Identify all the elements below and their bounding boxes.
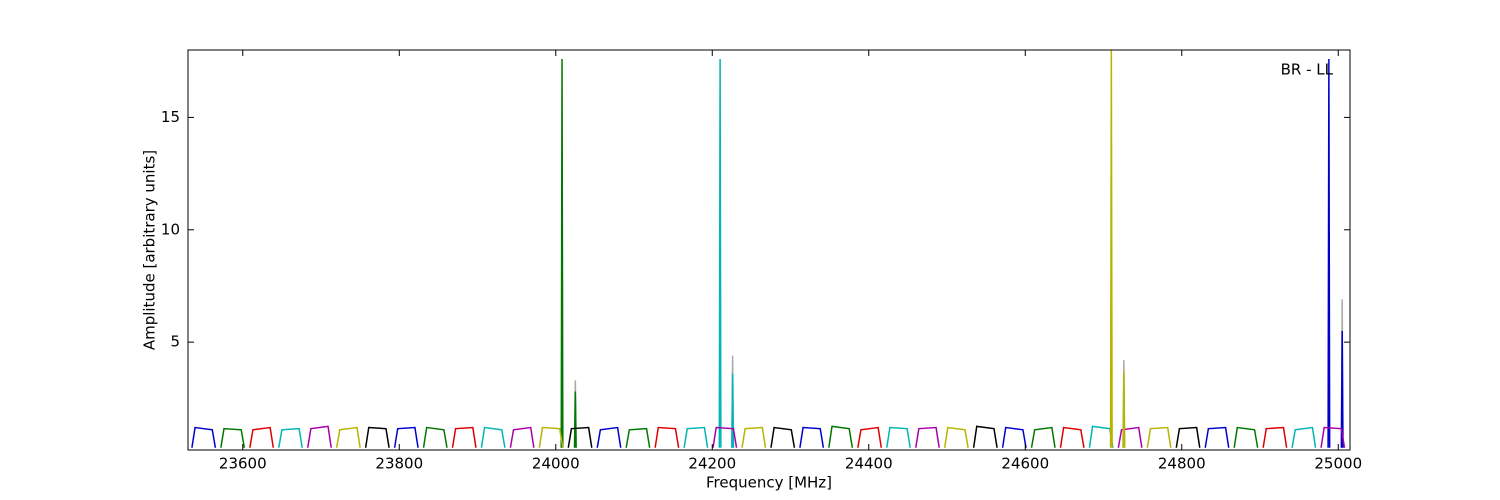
x-tick-label: 24600 bbox=[1001, 455, 1049, 473]
x-tick-label: 23800 bbox=[375, 455, 423, 473]
y-tick-label: 15 bbox=[161, 108, 180, 126]
y-tick-label: 10 bbox=[161, 220, 180, 238]
spectrum-line bbox=[278, 58, 1317, 448]
annotation: BR - LL bbox=[1281, 61, 1334, 79]
y-axis-label: Amplitude [arbitrary units] bbox=[141, 150, 159, 350]
x-axis-label: Frequency [MHz] bbox=[706, 474, 832, 492]
spectrum-line bbox=[191, 58, 1344, 448]
plot-frame bbox=[187, 49, 1351, 451]
y-tick-label: 5 bbox=[170, 333, 180, 351]
x-tick-label: 25000 bbox=[1314, 455, 1362, 473]
plot-area bbox=[191, 50, 1346, 448]
x-tick-label: 23600 bbox=[219, 455, 267, 473]
x-tick-label: 24800 bbox=[1158, 455, 1206, 473]
x-tick-label: 24400 bbox=[845, 455, 893, 473]
spectrum-line bbox=[573, 299, 1344, 448]
spectrum-line bbox=[335, 50, 1172, 448]
spectrum-line bbox=[249, 426, 1288, 448]
spectrum-line bbox=[306, 425, 1346, 448]
x-tick-label: 24200 bbox=[688, 455, 736, 473]
spectrum-line bbox=[364, 425, 1201, 448]
spectrum-line bbox=[220, 58, 1259, 448]
x-tick-label: 24000 bbox=[532, 455, 580, 473]
